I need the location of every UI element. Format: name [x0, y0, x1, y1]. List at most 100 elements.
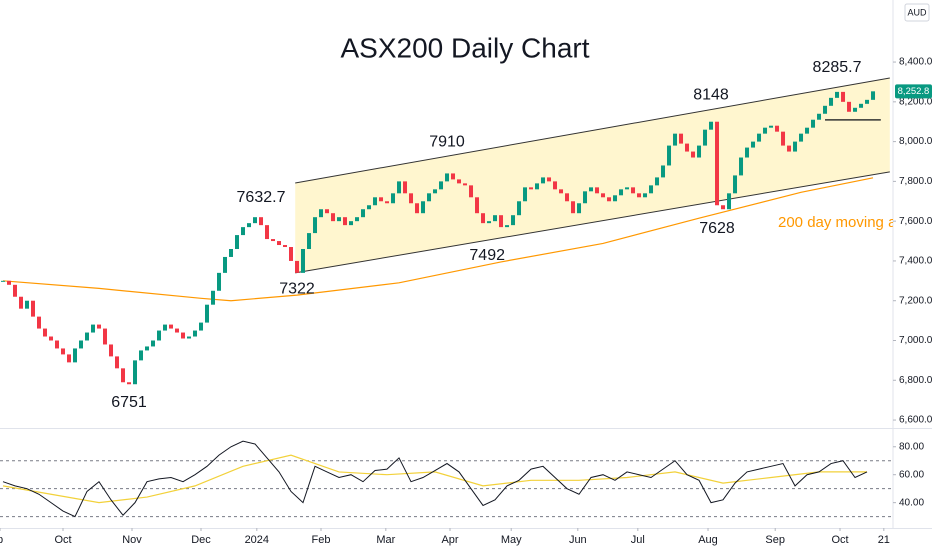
candle [589, 187, 594, 192]
price-panel: 200 day moving average 6751 7632.7 7322 7910… [1, 59, 932, 411]
x-tick-label: Aug [698, 534, 718, 546]
candle [379, 197, 384, 202]
candle [307, 233, 312, 250]
candle [343, 217, 348, 226]
candle [559, 189, 564, 194]
candle [769, 125, 774, 128]
candle [313, 217, 318, 234]
candle [367, 205, 372, 210]
channel-lower [295, 171, 890, 274]
candle [127, 382, 132, 385]
rsi-panel [0, 440, 893, 518]
candle [163, 324, 168, 331]
candle [235, 235, 240, 250]
chart-title: ASX200 Daily Chart [340, 32, 589, 63]
candle [25, 300, 30, 309]
candle [391, 193, 396, 204]
candle [145, 346, 150, 351]
candle [403, 181, 408, 194]
candle [7, 280, 12, 285]
x-tick-label: Oct [54, 534, 71, 546]
candle [157, 330, 162, 341]
candle [781, 131, 786, 146]
rsi-line [2, 454, 868, 504]
candle [685, 143, 690, 152]
candle [67, 354, 72, 363]
candle [427, 193, 432, 202]
candle [115, 356, 120, 369]
candle [439, 181, 444, 190]
candle [433, 189, 438, 194]
candle [841, 91, 846, 102]
y-tick-label: 80.00 [899, 441, 924, 452]
candle [193, 330, 198, 337]
moving-average-label: 200 day moving average [778, 214, 932, 231]
candle [787, 145, 792, 152]
candle [775, 125, 780, 132]
candle [649, 185, 654, 194]
candle [847, 101, 852, 112]
candle [85, 332, 90, 341]
candle [205, 304, 210, 323]
candle [103, 328, 108, 345]
candle [745, 147, 750, 158]
x-tick-label: Jun [569, 534, 587, 546]
price-annotation: 7492 [469, 247, 505, 264]
axes: 6,600.0 6,800.0 7,000.0 7,200.0 7,400.0 7,600… [0, 57, 932, 546]
x-tick-label: p [0, 534, 3, 546]
candle [799, 133, 804, 142]
price-annotation: 8148 [693, 86, 729, 103]
candle [151, 340, 156, 347]
candle [523, 187, 528, 202]
candle [541, 177, 546, 184]
candle [397, 181, 402, 194]
candle [55, 340, 60, 349]
candle [223, 256, 228, 273]
y-tick-label: 7,200.0 [899, 295, 932, 306]
candle [475, 197, 480, 214]
candle [679, 133, 684, 144]
candle [253, 217, 258, 224]
candle [319, 209, 324, 218]
last-price-label: 8,252.8 [898, 86, 930, 97]
y-tick-label: 8,200.0 [899, 96, 932, 107]
candle [19, 296, 24, 309]
candle [871, 91, 876, 100]
channel-upper [295, 77, 890, 184]
candle [601, 193, 606, 198]
candle [751, 141, 756, 148]
candle [673, 133, 678, 146]
candle [625, 187, 630, 190]
candle [133, 360, 138, 385]
rsi-line [2, 440, 868, 518]
candle [835, 91, 840, 98]
candle [547, 177, 552, 182]
candle [289, 247, 294, 261]
candle [241, 227, 246, 236]
candle [259, 217, 264, 226]
y-tick-label: 6,600.0 [899, 415, 932, 426]
candle [817, 113, 822, 120]
candle [697, 145, 702, 158]
candle [43, 328, 48, 337]
candle [463, 183, 468, 186]
candle [409, 193, 414, 204]
candle [31, 300, 36, 317]
candle [517, 201, 522, 216]
candle [277, 241, 282, 246]
candle [865, 99, 870, 104]
candle [295, 260, 300, 273]
candle [805, 127, 810, 134]
channel-fill [295, 77, 890, 273]
candle [595, 187, 600, 194]
candle [13, 284, 18, 297]
price-annotation: 7628 [699, 220, 735, 237]
candle [301, 249, 306, 273]
candle [733, 175, 738, 194]
candle [91, 324, 96, 333]
candle [631, 187, 636, 194]
y-tick-label: 8,000.0 [899, 136, 932, 147]
last-price-badge [895, 84, 932, 99]
candle [793, 141, 798, 152]
candle [763, 127, 768, 134]
